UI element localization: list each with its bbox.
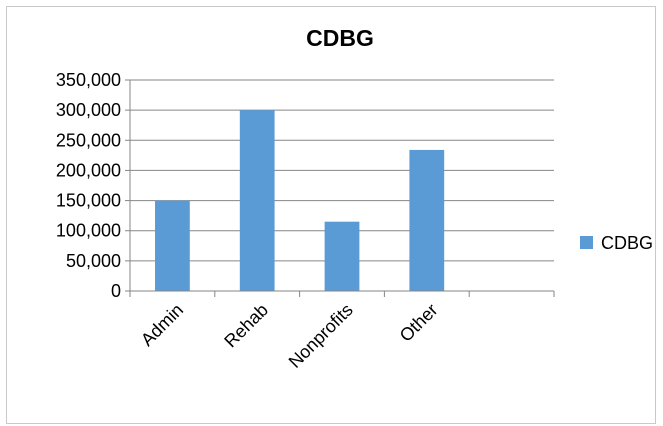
- y-tick-label: 250,000: [56, 130, 121, 150]
- legend-swatch-cdbg: [580, 236, 593, 249]
- y-axis-tick-labels: 0 50,000 100,000 150,000 200,000 250,000 300,0…: [56, 70, 121, 301]
- chart-title: CDBG: [306, 25, 374, 51]
- y-tick-label: 50,000: [66, 251, 121, 271]
- x-tick-label: Other: [396, 300, 442, 346]
- y-tick-label: 100,000: [56, 221, 121, 241]
- y-tick-label: 200,000: [56, 160, 121, 180]
- y-tick-label: 150,000: [56, 191, 121, 211]
- bar-admin: [155, 201, 190, 291]
- bar-rehab: [240, 110, 275, 291]
- bar-other: [409, 150, 444, 291]
- x-tick-label: Admin: [137, 300, 187, 350]
- y-tick-label: 0: [111, 281, 121, 301]
- y-tick-label: 300,000: [56, 100, 121, 120]
- x-tick-label: Nonprofits: [285, 300, 357, 372]
- legend: CDBG: [580, 233, 653, 253]
- x-tick-label: Rehab: [220, 300, 272, 352]
- x-axis-tick-labels: Admin Rehab Nonprofits Other: [137, 300, 442, 372]
- bar-nonprofits: [325, 222, 360, 291]
- legend-label-cdbg: CDBG: [601, 233, 653, 253]
- y-tick-label: 350,000: [56, 70, 121, 90]
